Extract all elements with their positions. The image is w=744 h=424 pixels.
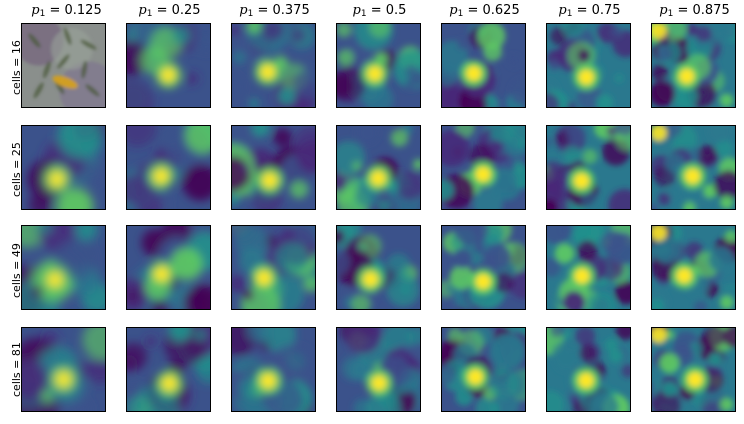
heatmap-panel	[126, 327, 211, 412]
heatmap-panel	[651, 23, 736, 108]
heatmap-panel	[441, 125, 526, 210]
heatmap-panel	[546, 23, 631, 108]
heatmap-panel	[336, 23, 421, 108]
heatmap-panel	[336, 225, 421, 310]
heatmap-panel	[231, 225, 316, 310]
heatmap-panel	[546, 225, 631, 310]
heatmap-panel	[651, 125, 736, 210]
heatmap-panel	[546, 327, 631, 412]
heatmap-panel	[21, 125, 106, 210]
heatmap-panel	[126, 125, 211, 210]
heatmap-panel	[336, 125, 421, 210]
heatmap-panel	[231, 327, 316, 412]
column-title: p1 = 0.875	[659, 3, 730, 19]
heatmap-panel	[441, 23, 526, 108]
column-title: p1 = 0.375	[239, 3, 310, 19]
heatmap-panel	[441, 327, 526, 412]
heatmap-panel	[21, 23, 106, 108]
column-title: p1 = 0.5	[352, 3, 407, 19]
heatmap-panel	[651, 225, 736, 310]
heatmap-panel	[651, 327, 736, 412]
heatmap-panel	[441, 225, 526, 310]
column-title: p1 = 0.75	[558, 3, 621, 19]
heatmap-panel	[546, 125, 631, 210]
heatmap-panel	[126, 23, 211, 108]
heatmap-panel	[336, 327, 421, 412]
heatmap-panel	[231, 23, 316, 108]
heatmap-panel	[126, 225, 211, 310]
column-title: p1 = 0.125	[31, 3, 102, 19]
column-title: p1 = 0.25	[138, 3, 201, 19]
heatmap-panel	[21, 225, 106, 310]
heatmap-panel	[231, 125, 316, 210]
column-title: p1 = 0.625	[449, 3, 520, 19]
heatmap-panel	[21, 327, 106, 412]
